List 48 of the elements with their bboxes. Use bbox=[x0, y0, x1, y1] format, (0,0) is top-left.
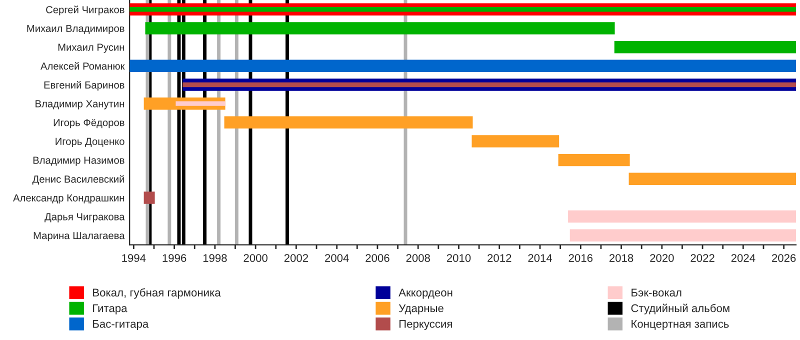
x-tick-label: 2024 bbox=[731, 254, 756, 262]
x-tick-label: 2000 bbox=[244, 254, 268, 262]
x-tick-label: 2018 bbox=[609, 254, 634, 262]
bar bbox=[568, 210, 796, 223]
legend-label: Вокал, губная гармоника bbox=[93, 288, 221, 299]
legend-label: Бас-гитара bbox=[93, 320, 149, 330]
y-tick-label: Дарья Чигракова bbox=[44, 213, 125, 222]
bar bbox=[558, 154, 630, 166]
x-tick-label: 2006 bbox=[366, 254, 390, 262]
x-tick-label: 2004 bbox=[325, 254, 349, 262]
x-tick-label: 2026 bbox=[772, 254, 796, 262]
y-tick-label: Алексей Романюк bbox=[40, 62, 125, 70]
x-tick-label: 2002 bbox=[284, 254, 308, 262]
legend-label: Перкуссия bbox=[399, 320, 452, 330]
y-tick-label: Владимир Назимов bbox=[33, 156, 124, 166]
x-tick-label: 2012 bbox=[488, 254, 512, 262]
x-tick-label: 1998 bbox=[203, 254, 227, 262]
legend-label: Гитара bbox=[93, 304, 128, 314]
y-tick-label: Сергей Чиграков bbox=[46, 6, 124, 16]
y-tick-label: Игорь Доценко bbox=[56, 138, 124, 148]
x-tick-label: 2008 bbox=[406, 254, 430, 262]
bar bbox=[145, 22, 615, 34]
bar bbox=[472, 135, 560, 148]
x-tick-label: 2014 bbox=[528, 254, 552, 262]
y-tick-label: Александр Кондрашкин bbox=[13, 194, 124, 204]
y-tick-label: Владимир Ханутин bbox=[36, 100, 124, 110]
y-tick-label: Денис Василевский bbox=[32, 175, 124, 185]
x-tick-label: 2016 bbox=[568, 254, 593, 262]
y-tick-label: Игорь Фёдоров bbox=[54, 119, 124, 128]
bar bbox=[570, 229, 796, 242]
x-tick-label: 1994 bbox=[122, 254, 146, 262]
legend-label: Аккордеон bbox=[398, 288, 452, 299]
bar bbox=[224, 116, 473, 129]
x-tick-label: 2020 bbox=[650, 254, 674, 262]
legend-label: Ударные bbox=[398, 304, 444, 314]
legend-label: Концертная запись bbox=[632, 320, 729, 330]
y-tick-label: Евгений Баринов bbox=[44, 80, 124, 91]
legend-label: Студийный альбом bbox=[631, 304, 730, 314]
bar bbox=[614, 40, 796, 54]
x-tick-label: 1996 bbox=[162, 254, 186, 262]
x-tick-label: 2010 bbox=[446, 254, 471, 262]
legend-label: Бэк-вокал bbox=[632, 288, 682, 297]
y-tick-label: Михаил Русин bbox=[58, 44, 124, 53]
x-tick-label: 2022 bbox=[690, 254, 714, 262]
bar bbox=[130, 60, 796, 72]
y-tick-label: Марина Шалагаева bbox=[34, 232, 125, 242]
y-tick-label: Михаил Владимиров bbox=[27, 24, 124, 34]
bar bbox=[628, 172, 796, 186]
